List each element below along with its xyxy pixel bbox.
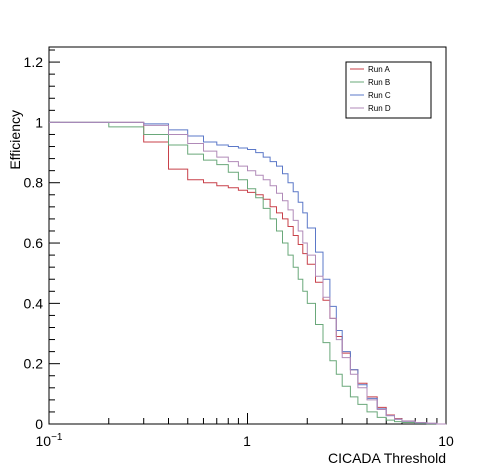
y-tick-label: 0.2 — [24, 356, 44, 372]
series-layer — [49, 121, 446, 425]
y-tick-label: 0.4 — [24, 295, 44, 311]
legend-label: Run C — [368, 91, 391, 100]
y-tick-label: 0.8 — [24, 175, 44, 191]
series-line-run-b — [49, 121, 446, 425]
x-tick-label-1: 1 — [243, 433, 251, 449]
y-tick-label: 1.2 — [24, 54, 44, 70]
y-tick-label: 0 — [35, 416, 43, 432]
legend: Run A Run B Run C Run D — [345, 61, 432, 119]
legend-label: Run D — [368, 104, 391, 113]
x-tick-labels: 10−1 1 10 — [36, 432, 454, 449]
axis-ticks — [48, 49, 447, 425]
legend-label: Run A — [368, 65, 390, 74]
series-line-run-d — [49, 121, 446, 425]
legend-label: Run B — [368, 78, 390, 87]
x-axis-title: CICADA Threshold — [328, 450, 446, 466]
y-tick-label: 0.6 — [24, 235, 44, 251]
y-tick-label: 1 — [35, 114, 43, 130]
x-tick-label-10: 10 — [438, 433, 454, 449]
x-tick-label-0.1: 10−1 — [36, 432, 63, 449]
y-axis-title: Efficiency — [7, 110, 23, 170]
y-tick-labels: 0 0.2 0.4 0.6 0.8 1 1.2 — [24, 54, 44, 432]
legend-box — [345, 61, 432, 119]
